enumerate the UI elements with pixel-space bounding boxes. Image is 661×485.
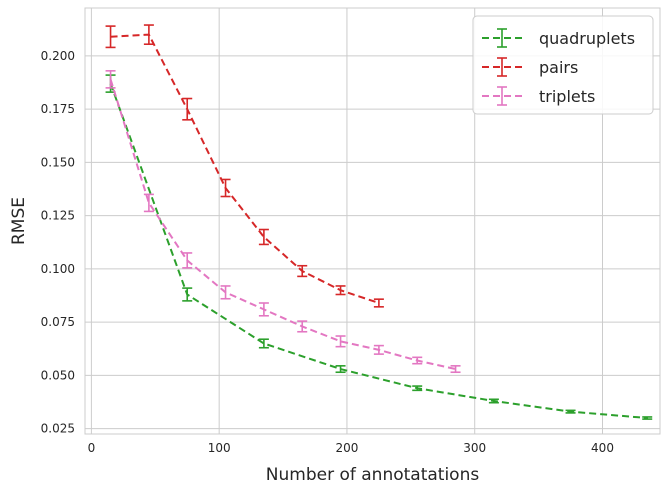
error-bar-triplets: [412, 356, 423, 365]
error-bar-triplets: [335, 335, 346, 348]
x-tick-label: 0: [88, 441, 96, 455]
series-line-pairs: [110, 33, 380, 304]
error-bar-quadruplets: [488, 398, 499, 404]
series-line-triplets: [109, 79, 456, 371]
y-tick-labels: 0.025 0.050 0.075 0.100 0.125 0.150 0.175 0.200: [41, 49, 75, 436]
x-tick-label: 100: [208, 441, 231, 455]
legend-box: [472, 15, 654, 115]
error-bar-quadruplets: [258, 338, 269, 349]
error-bar-pairs: [373, 298, 384, 308]
x-tick-label: 400: [591, 441, 614, 455]
error-bar-quadruplets: [412, 385, 423, 392]
series-quadruplets: [105, 74, 653, 420]
plot-frame: [84, 7, 661, 435]
error-bar-triplets: [297, 320, 308, 333]
legend: quadruplets pairs triplets: [472, 15, 654, 115]
error-bar-triplets: [450, 365, 461, 374]
y-tick-label: 0.050: [41, 368, 75, 382]
y-tick-label: 0.150: [41, 155, 75, 169]
x-tick-label: 300: [463, 441, 486, 455]
legend-item-quadruplets: quadruplets: [482, 28, 635, 48]
x-tick-label: 200: [335, 441, 358, 455]
legend-label: quadruplets: [539, 29, 635, 48]
x-axis-label: Number of annotatations: [266, 465, 480, 485]
error-bar-quadruplets: [182, 287, 193, 302]
error-bar-triplets: [182, 252, 193, 269]
y-tick-label: 0.075: [41, 315, 75, 329]
y-tick-label: 0.100: [41, 262, 75, 276]
legend-item-triplets: triplets: [482, 86, 595, 106]
error-bar-triplets: [373, 344, 384, 355]
series-layer: [105, 24, 653, 420]
y-tick-label: 0.025: [41, 422, 75, 436]
error-bar-pairs: [105, 25, 116, 49]
error-bar-pairs: [220, 178, 231, 198]
y-tick-label: 0.200: [41, 49, 75, 63]
error-bar-pairs: [143, 24, 154, 46]
legend-label: triplets: [539, 87, 595, 106]
error-bar-pairs: [182, 97, 193, 121]
series-line-quadruplets: [109, 83, 648, 420]
error-bar-triplets: [220, 285, 231, 300]
legend-label: pairs: [539, 58, 578, 77]
error-bar-pairs: [258, 228, 269, 246]
legend-item-pairs: pairs: [482, 57, 578, 77]
error-bar-quadruplets: [335, 365, 346, 374]
y-tick-label: 0.175: [41, 102, 75, 116]
y-axis-label: RMSE: [9, 197, 29, 245]
error-bar-triplets: [258, 302, 269, 317]
error-bar-quadruplets: [565, 409, 576, 414]
error-bar-pairs: [335, 285, 346, 296]
y-tick-label: 0.125: [41, 209, 75, 223]
error-bar-pairs: [297, 264, 308, 278]
series-pairs: [105, 24, 384, 308]
error-bar-triplets: [105, 70, 116, 89]
series-triplets: [105, 70, 461, 374]
error-bar-quadruplets: [642, 416, 653, 420]
x-tick-labels: 0 100 200 300 400: [88, 441, 614, 455]
error-bar-triplets: [143, 193, 154, 213]
